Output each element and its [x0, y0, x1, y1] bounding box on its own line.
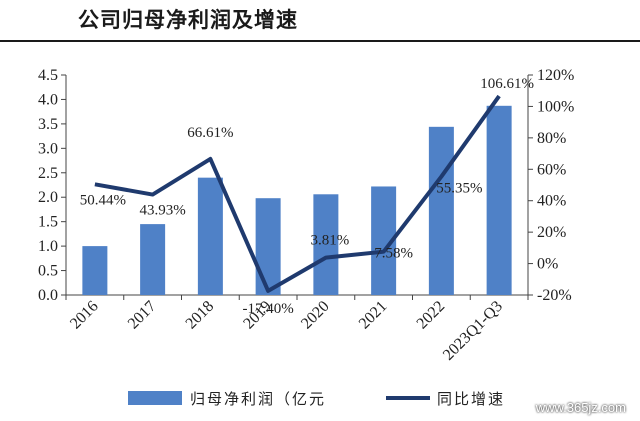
growth-data-label: 106.61%	[480, 76, 534, 92]
x-tick-label: 2018	[183, 298, 218, 333]
bar	[486, 105, 512, 295]
bar	[313, 194, 339, 295]
growth-line	[94, 94, 501, 293]
legend-bar-swatch	[128, 391, 182, 405]
growth-data-label: 7.58%	[374, 246, 413, 262]
y-right-tick-label: 100%	[537, 98, 574, 115]
legend-line-label: 同比增速	[437, 390, 505, 408]
growth-data-label: -17.40%	[243, 301, 294, 317]
growth-data-label: 3.81%	[311, 233, 350, 249]
watermark: www.365jz.com	[535, 400, 626, 415]
y-right-tick-label: 0%	[537, 256, 558, 273]
x-tick-label: 2020	[298, 298, 333, 333]
chart-title: 公司归母净利润及增速	[78, 8, 298, 32]
y-left-tick-label: 0.5	[38, 263, 58, 280]
y-left-tick-label: 0.0	[38, 287, 58, 304]
y-left-tick-label: 4.5	[38, 67, 58, 84]
y-right-tick-label: -20%	[537, 287, 572, 304]
y-right-tick-label: 20%	[537, 224, 566, 241]
y-left-tick-label: 2.5	[38, 165, 58, 182]
x-tick-label: 2021	[356, 298, 391, 333]
bar	[428, 126, 454, 295]
x-tick-label: 2017	[125, 298, 160, 333]
growth-data-label: 55.35%	[436, 181, 482, 197]
bar	[82, 246, 108, 295]
growth-data-label: 50.44%	[80, 192, 126, 208]
growth-data-label: 43.93%	[140, 203, 186, 219]
y-right-tick-label: 60%	[537, 161, 566, 178]
x-tick-label: 2022	[414, 298, 449, 333]
y-left-tick-label: 2.0	[38, 189, 58, 206]
x-tick-label: 2023Q1-Q3	[440, 298, 506, 364]
y-right-tick-label: 120%	[537, 67, 574, 84]
y-right-tick-label: 40%	[537, 193, 566, 210]
y-left-tick-label: 3.0	[38, 140, 58, 157]
y-right-tick-label: 80%	[537, 130, 566, 147]
bar	[140, 224, 166, 295]
legend-bar-label: 归母净利润（亿元	[190, 390, 326, 408]
y-left-tick-label: 1.0	[38, 238, 58, 255]
bar	[255, 198, 281, 295]
title-divider	[0, 40, 640, 42]
y-left-tick-label: 3.5	[38, 116, 58, 133]
y-left-tick-label: 4.0	[38, 91, 58, 108]
x-tick-label: 2016	[67, 298, 102, 333]
growth-data-label: 66.61%	[187, 125, 233, 141]
y-left-tick-label: 1.5	[38, 214, 58, 231]
bar	[197, 177, 223, 295]
